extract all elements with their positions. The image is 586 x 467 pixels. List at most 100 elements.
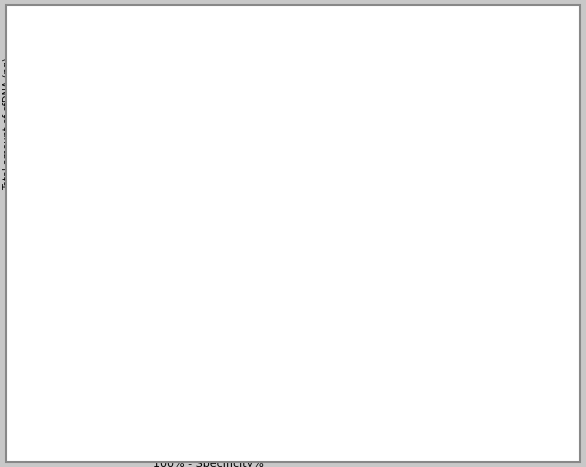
Point <box>386 144 395 151</box>
Point <box>149 162 158 169</box>
Sensitivity% <box>173 263 180 269</box>
Point <box>151 162 161 170</box>
Sensitivity% <box>158 263 165 269</box>
Point <box>397 96 406 104</box>
Point <box>483 154 492 161</box>
Sensitivity% <box>111 307 118 313</box>
Point <box>391 120 400 127</box>
Point <box>481 144 490 151</box>
Point <box>162 166 172 173</box>
Point <box>81 181 90 188</box>
Point <box>500 173 509 180</box>
Sensitivity% <box>158 268 165 274</box>
Sensitivity% <box>205 254 212 260</box>
Point <box>482 163 491 170</box>
Text: AUC=0.7808: AUC=0.7808 <box>233 390 305 400</box>
Point <box>382 139 391 147</box>
Point <box>488 163 498 170</box>
Identity% <box>267 307 274 313</box>
Identity% <box>111 396 118 402</box>
Text: C.: C. <box>9 243 23 255</box>
Point <box>400 149 409 156</box>
Point <box>491 158 500 166</box>
Sensitivity% <box>127 276 134 281</box>
Identity% <box>173 361 180 366</box>
Bar <box>71 177 115 187</box>
Sensitivity% <box>64 432 71 437</box>
Point <box>232 189 241 197</box>
Point <box>95 182 104 190</box>
Point <box>404 101 413 108</box>
Sensitivity% <box>127 298 134 304</box>
Sensitivity% <box>267 254 274 260</box>
Sensitivity% <box>80 325 87 331</box>
Point <box>397 111 406 118</box>
Y-axis label: Sensitivity%: Sensitivity% <box>10 311 20 380</box>
Identity% <box>298 290 305 295</box>
Sensitivity% <box>142 268 149 274</box>
Point <box>223 191 232 199</box>
Bar <box>139 162 183 169</box>
Identity% <box>205 343 212 348</box>
Point <box>80 57 90 64</box>
Point <box>496 134 505 142</box>
Point <box>83 184 92 191</box>
Sensitivity% <box>282 254 289 260</box>
Point <box>400 134 410 142</box>
Sensitivity% <box>329 254 336 260</box>
Point <box>406 129 415 137</box>
Point <box>220 197 229 204</box>
Point <box>83 186 92 193</box>
Point <box>216 194 226 202</box>
Bar <box>466 138 529 167</box>
Point <box>489 111 499 118</box>
Point <box>498 139 507 147</box>
Point <box>157 155 166 162</box>
Sensitivity% <box>87 320 94 325</box>
Sensitivity% <box>313 254 320 260</box>
Point <box>490 106 500 113</box>
Point <box>97 183 106 190</box>
Point <box>159 163 168 171</box>
Sensitivity% <box>220 254 227 260</box>
Point <box>90 179 100 186</box>
Bar <box>367 109 431 143</box>
Point <box>386 106 396 113</box>
Point <box>219 192 229 199</box>
Sensitivity% <box>99 307 106 313</box>
Sensitivity% <box>142 276 149 281</box>
Sensitivity% <box>236 254 243 260</box>
Identity% <box>329 272 336 277</box>
Point <box>500 187 509 194</box>
Point <box>90 180 100 187</box>
Sensitivity% <box>298 254 305 260</box>
Point <box>502 115 512 123</box>
Point <box>93 184 102 192</box>
Sensitivity% <box>111 298 118 304</box>
Legend: Sensitivity%, Identity%: Sensitivity%, Identity% <box>263 335 359 368</box>
Point <box>387 96 396 104</box>
Point <box>220 195 230 203</box>
Sensitivity% <box>360 254 367 260</box>
Line: Sensitivity%: Sensitivity% <box>51 255 365 436</box>
Point <box>148 163 158 171</box>
Sensitivity% <box>345 254 352 260</box>
Point <box>490 144 499 151</box>
Point <box>227 191 236 199</box>
Point <box>149 165 159 173</box>
Point <box>406 154 415 161</box>
Y-axis label: Total amount of cfDNA (ng): Total amount of cfDNA (ng) <box>4 57 13 190</box>
Point <box>383 115 393 123</box>
Point <box>490 182 500 190</box>
Sensitivity% <box>80 334 87 340</box>
Point <box>159 163 168 170</box>
Sensitivity% <box>74 343 81 348</box>
Sensitivity% <box>99 314 106 320</box>
Point <box>504 149 513 156</box>
Point <box>159 161 168 168</box>
Text: B.: B. <box>279 16 294 29</box>
Sensitivity% <box>87 325 94 331</box>
Point <box>505 125 515 132</box>
X-axis label: 100% - Specificity%: 100% - Specificity% <box>152 459 264 467</box>
Identity% <box>80 414 87 419</box>
